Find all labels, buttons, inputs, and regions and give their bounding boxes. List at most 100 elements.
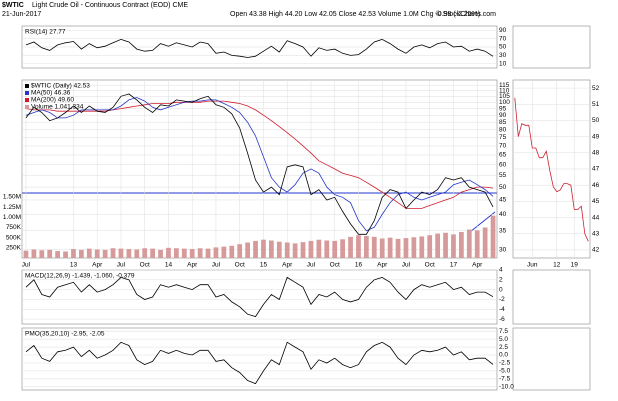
volume-bar [316, 239, 322, 258]
volume-bar [332, 240, 338, 258]
panel-title: RSI(14) 27.77 [25, 29, 66, 36]
volume-bar [459, 231, 464, 258]
y-tick-label: 45 [592, 198, 600, 205]
y-tick-label: 35 [499, 227, 507, 234]
volume-bar [126, 249, 132, 258]
panel-title: PMO(35,20,10) -2.95, -2.05 [25, 331, 105, 338]
volume-bar [276, 241, 282, 258]
volume-bar [71, 249, 76, 258]
volume-bar [403, 238, 409, 258]
volume-bar [213, 247, 219, 258]
volume-bar [221, 246, 227, 258]
y-tick-label: 2.5 [499, 344, 508, 351]
y-tick-label: -5.0 [499, 368, 511, 375]
y-tick-label: 51 [592, 101, 600, 108]
y-tick-label: 105 [499, 93, 510, 100]
y-tick-label: 45 [499, 197, 507, 204]
y-tick-label: 7.5 [499, 328, 508, 335]
y2-tick-label: 1.50M [3, 194, 21, 201]
x-tick-label: Apr [472, 262, 483, 269]
y-tick-label: 30 [499, 246, 507, 253]
x-tick-label: 17 [450, 262, 458, 269]
volume-bar [261, 239, 266, 258]
panel-frame [21, 79, 498, 259]
y-tick-label: 43 [592, 230, 600, 237]
volume-bar [443, 232, 448, 258]
y-tick-label: -4 [499, 306, 505, 313]
x-tick-label: Oct [330, 262, 340, 269]
line [25, 93, 494, 235]
line [25, 276, 494, 318]
y-tick-label: 47 [592, 166, 600, 173]
x-tick-label: Oct [425, 262, 435, 269]
y-tick-label: 90 [499, 27, 507, 34]
volume-bar [47, 249, 53, 258]
x-tick-label: 15 [260, 262, 268, 269]
y-tick-label: -2 [499, 296, 505, 303]
volume-bar [324, 240, 330, 258]
y2-tick-label: 500K [6, 234, 22, 241]
volume-bar [474, 230, 480, 258]
volume-bar [229, 245, 235, 258]
x-tick-label: 14 [165, 262, 173, 269]
y2-tick-label: 750K [6, 224, 22, 231]
volume-bar [102, 249, 108, 258]
x-tick-label: Jul [22, 262, 31, 269]
volume-bar [166, 247, 171, 258]
symbol: $WTIC [2, 2, 24, 9]
volume-bar [340, 239, 345, 258]
instrument-name: Light Crude Oil - Continuous Contract (E… [32, 2, 188, 9]
x-tick-label: 16 [355, 262, 363, 269]
zoom-frame [512, 25, 591, 69]
y-tick-label: 49 [592, 133, 600, 140]
volume-bar [451, 234, 456, 258]
volume-bar [269, 240, 274, 258]
volume-bar [419, 236, 425, 258]
volume-bar [142, 248, 148, 258]
legend-entry: $WTIC (Daily) 42.53 [31, 83, 90, 90]
volume-bar [134, 249, 140, 258]
volume-bar [308, 240, 314, 258]
volume-bar [348, 236, 353, 258]
volume-bar [205, 248, 211, 258]
y-tick-label: 40 [499, 211, 507, 218]
volume-bar [371, 236, 377, 258]
volume-bar [245, 242, 250, 258]
trend-line [469, 211, 496, 233]
y-tick-label: -2.5 [499, 360, 511, 367]
volume-bar [174, 248, 179, 258]
x-tick-label: Jul [212, 262, 221, 269]
y-tick-label: 46 [592, 182, 600, 189]
volume-bar [158, 249, 163, 258]
x-tick-label: 13 [70, 262, 78, 269]
x-tick-label: 19 [571, 262, 579, 269]
volume-bar [466, 229, 472, 258]
volume-bar [237, 244, 243, 258]
volume-bar [39, 250, 45, 258]
volume-bar [79, 249, 84, 258]
y-tick-label: -6 [499, 316, 505, 323]
y-tick-label: 48 [592, 150, 600, 157]
volume-bar [379, 238, 385, 258]
volume-bar [63, 251, 68, 258]
y-tick-label: 90 [499, 112, 507, 119]
y-tick-label: 50 [499, 184, 507, 191]
y-tick-label: 0.0 [499, 352, 508, 359]
y-tick-label: 10 [499, 61, 507, 68]
y2-tick-label: 1.25M [3, 204, 21, 211]
y-tick-label: -7.5 [499, 376, 511, 383]
volume-bar [284, 242, 290, 258]
y-tick-label: 42 [592, 247, 600, 254]
volume-bar [490, 215, 496, 258]
y2-tick-label: 250K [6, 245, 22, 252]
volume-bar [150, 248, 155, 258]
y-tick-label: 75 [499, 134, 507, 141]
legend-entry: MA(50) 46.36 [31, 90, 71, 97]
volume-bar [300, 242, 306, 258]
y-tick-label: 115 [499, 82, 510, 89]
volume-bar [482, 227, 488, 258]
y-tick-label: 70 [499, 35, 507, 42]
panel-title: MACD(12,26,9) -1.439, -1.060, -0.379 [25, 273, 135, 280]
